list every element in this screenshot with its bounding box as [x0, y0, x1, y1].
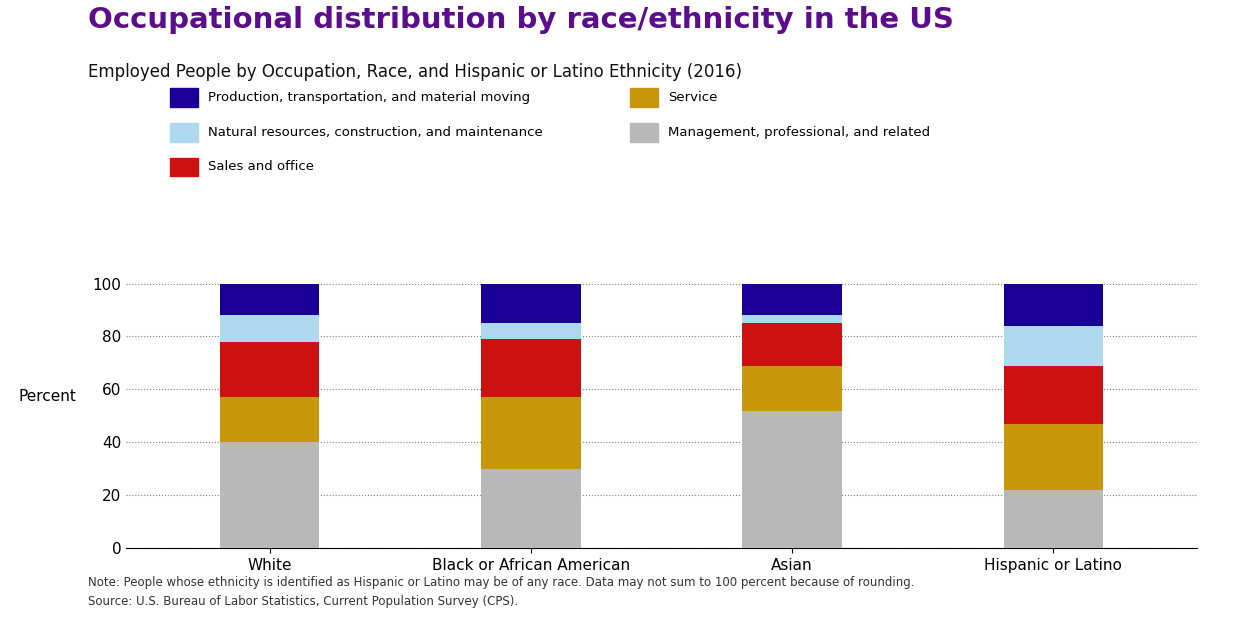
Text: Production, transportation, and material moving: Production, transportation, and material…	[208, 91, 530, 104]
Bar	[1004, 490, 1102, 548]
Bar	[1004, 326, 1102, 365]
Bar	[742, 365, 842, 411]
Text: Source: U.S. Bureau of Labor Statistics, Current Population Survey (CPS).: Source: U.S. Bureau of Labor Statistics,…	[88, 595, 518, 609]
Bar	[1004, 365, 1102, 424]
Bar	[220, 315, 319, 341]
Text: Service: Service	[668, 91, 717, 104]
Bar	[481, 469, 581, 548]
Text: Employed People by Occupation, Race, and Hispanic or Latino Ethnicity (2016): Employed People by Occupation, Race, and…	[88, 63, 742, 81]
Bar	[742, 323, 842, 365]
Bar	[481, 284, 581, 323]
Bar	[742, 284, 842, 315]
Bar	[220, 284, 319, 315]
Bar	[481, 398, 581, 469]
Bar	[1004, 424, 1102, 490]
Text: Natural resources, construction, and maintenance: Natural resources, construction, and mai…	[208, 126, 543, 139]
Bar	[220, 398, 319, 442]
Text: Sales and office: Sales and office	[208, 161, 314, 173]
Bar	[742, 411, 842, 548]
Bar	[742, 315, 842, 323]
Text: Percent: Percent	[19, 389, 77, 404]
Bar	[481, 339, 581, 398]
Text: Note: People whose ethnicity is identified as Hispanic or Latino may be of any r: Note: People whose ethnicity is identifi…	[88, 576, 915, 590]
Text: Occupational distribution by race/ethnicity in the US: Occupational distribution by race/ethnic…	[88, 6, 954, 34]
Bar	[1004, 284, 1102, 326]
Bar	[220, 442, 319, 548]
Bar	[220, 341, 319, 398]
Bar	[481, 323, 581, 339]
Text: Management, professional, and related: Management, professional, and related	[668, 126, 930, 139]
